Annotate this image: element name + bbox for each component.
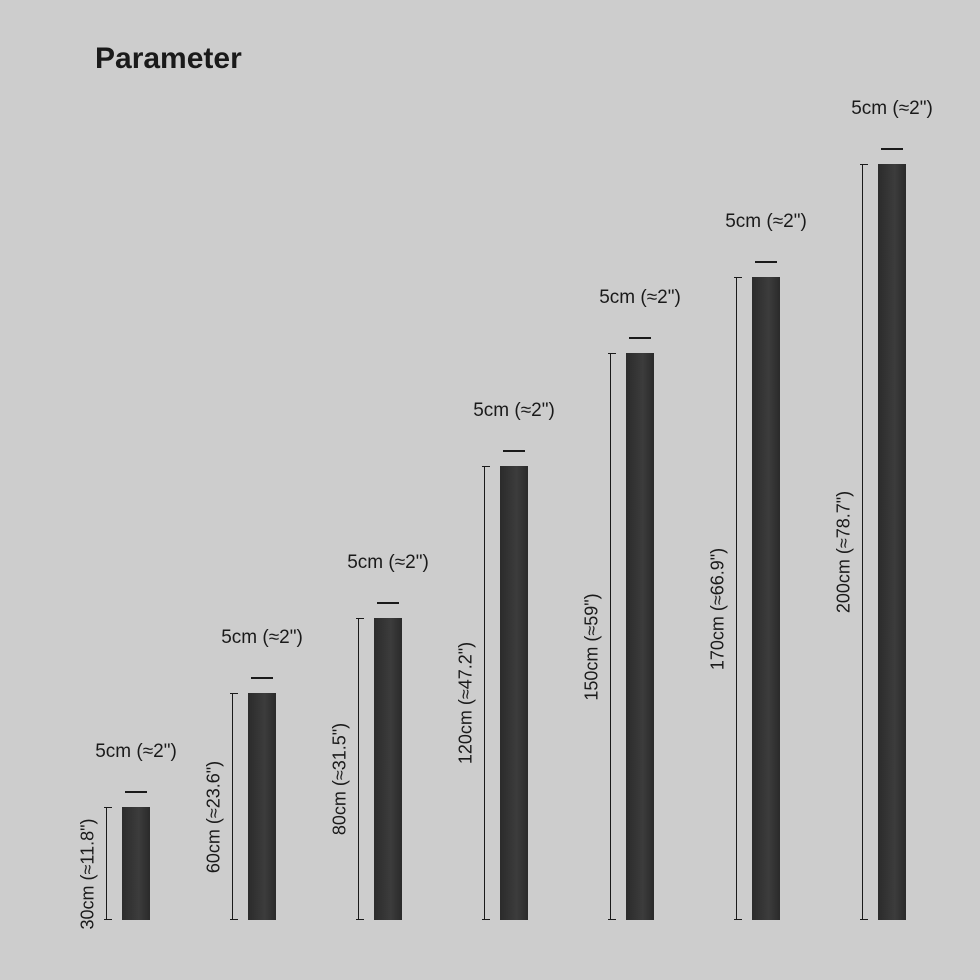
size-bar xyxy=(752,277,780,920)
width-indicator xyxy=(503,450,525,452)
size-bar xyxy=(122,807,150,920)
size-bar xyxy=(626,353,654,920)
height-ruler xyxy=(232,693,233,920)
size-item: 5cm (≈2")150cm (≈59") xyxy=(578,277,674,920)
size-item: 5cm (≈2")200cm (≈78.7") xyxy=(830,88,926,920)
height-ruler xyxy=(484,466,485,920)
height-ruler xyxy=(358,618,359,920)
size-bar xyxy=(374,618,402,920)
height-label: 80cm (≈31.5") xyxy=(330,723,351,835)
width-label: 5cm (≈2") xyxy=(95,741,177,763)
diagram-stage: 5cm (≈2")30cm (≈11.8")5cm (≈2")60cm (≈23… xyxy=(0,0,980,980)
width-label: 5cm (≈2") xyxy=(347,552,429,574)
height-label: 60cm (≈23.6") xyxy=(204,760,225,872)
height-label: 30cm (≈11.8") xyxy=(78,818,99,929)
size-item: 5cm (≈2")60cm (≈23.6") xyxy=(200,617,296,920)
height-label: 120cm (≈47.2") xyxy=(456,642,477,764)
height-ruler xyxy=(736,277,737,920)
size-item: 5cm (≈2")170cm (≈66.9") xyxy=(704,201,800,920)
size-item: 5cm (≈2")80cm (≈31.5") xyxy=(326,542,422,920)
height-ruler xyxy=(610,353,611,920)
size-bar xyxy=(248,693,276,920)
size-bar xyxy=(500,466,528,920)
height-label: 170cm (≈66.9") xyxy=(708,547,729,669)
width-indicator xyxy=(881,148,903,150)
width-label: 5cm (≈2") xyxy=(851,98,933,120)
height-ruler xyxy=(862,164,863,920)
width-label: 5cm (≈2") xyxy=(599,287,681,309)
width-indicator xyxy=(251,677,273,679)
size-item: 5cm (≈2")120cm (≈47.2") xyxy=(452,390,548,920)
width-label: 5cm (≈2") xyxy=(725,211,807,233)
height-ruler xyxy=(106,807,107,920)
width-indicator xyxy=(755,261,777,263)
width-indicator xyxy=(125,791,147,793)
width-indicator xyxy=(377,602,399,604)
width-label: 5cm (≈2") xyxy=(221,627,303,649)
height-label: 150cm (≈59") xyxy=(582,593,603,700)
width-label: 5cm (≈2") xyxy=(473,400,555,422)
width-indicator xyxy=(629,337,651,339)
size-bar xyxy=(878,164,906,920)
height-label: 200cm (≈78.7") xyxy=(834,491,855,613)
size-item: 5cm (≈2")30cm (≈11.8") xyxy=(74,731,170,920)
